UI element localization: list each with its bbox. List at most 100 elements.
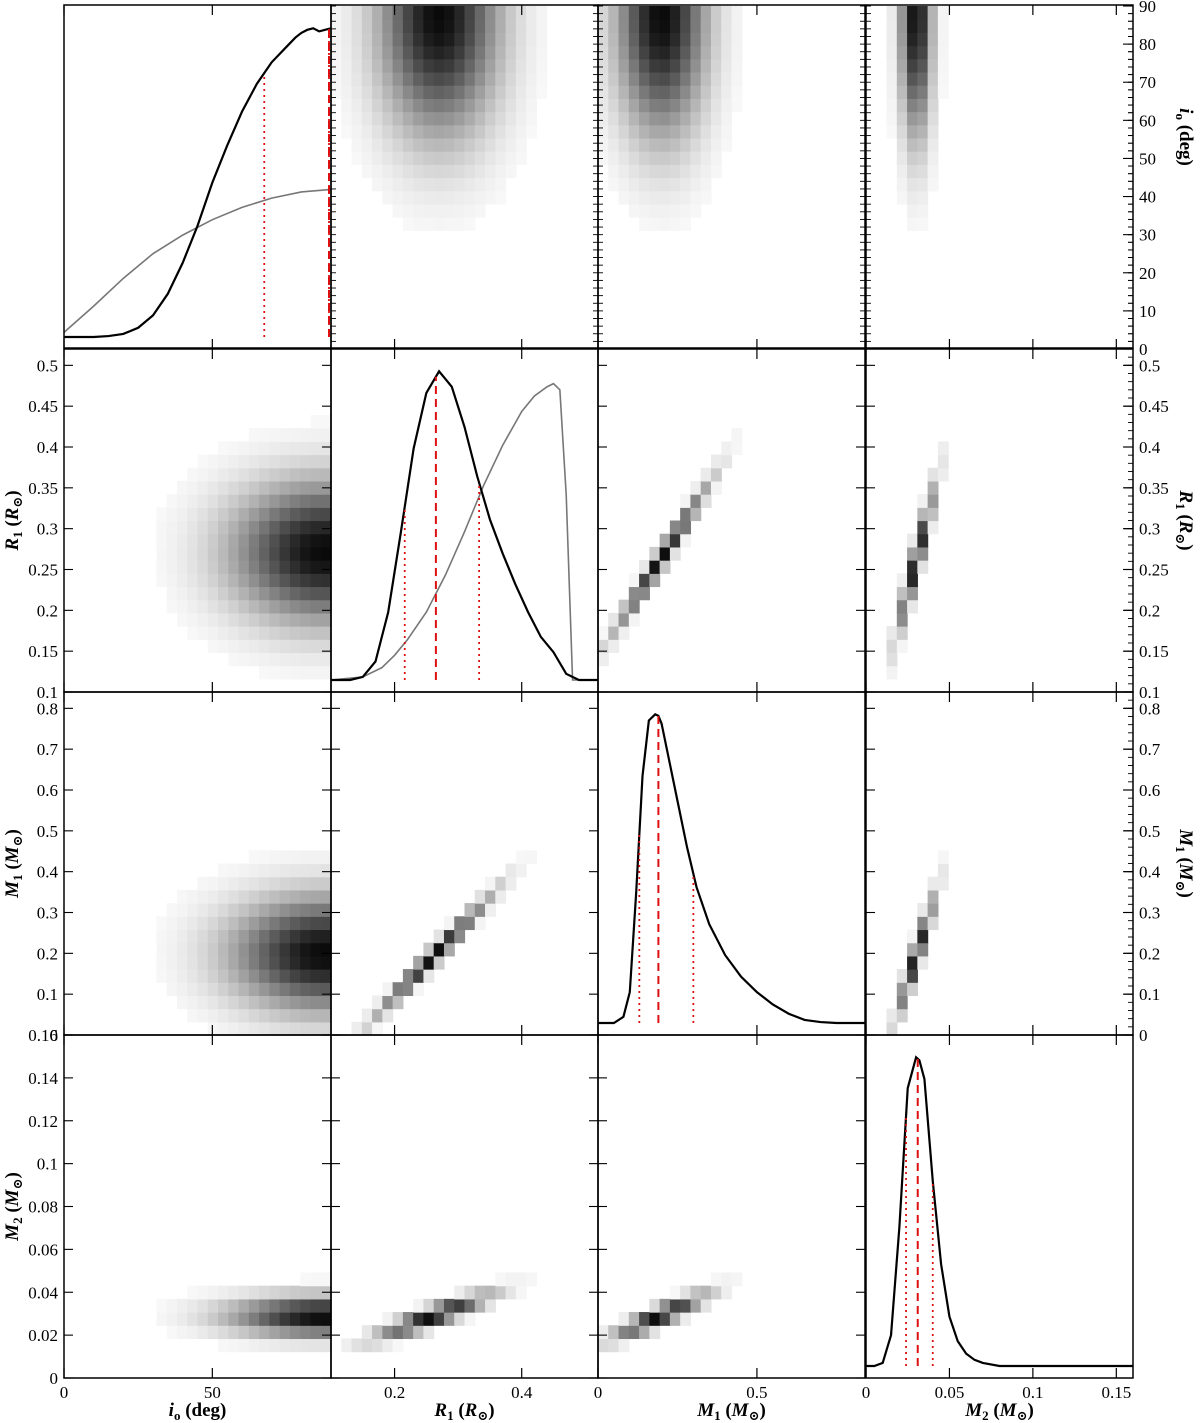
density-cell <box>238 995 250 1010</box>
density-cell <box>259 560 270 574</box>
density-cell <box>289 903 301 917</box>
density-cell <box>310 995 322 1010</box>
density-cell <box>279 876 291 891</box>
density-cell <box>238 507 250 522</box>
density-cell <box>300 533 312 548</box>
density-cell <box>300 652 312 667</box>
density-cell <box>680 1298 692 1313</box>
density-cell <box>382 137 394 152</box>
density-cell <box>515 32 527 47</box>
density-cell <box>372 98 383 113</box>
density-cell <box>166 916 178 931</box>
density-cell <box>218 1021 229 1036</box>
density-cell <box>536 19 548 33</box>
density-cell <box>248 626 260 640</box>
density-cell <box>927 507 939 522</box>
density-cell <box>536 58 548 73</box>
density-cell <box>433 137 445 152</box>
density-cell <box>505 45 517 60</box>
density-cell <box>248 955 260 970</box>
density-cell <box>310 533 322 548</box>
density-cell <box>669 85 681 99</box>
density-cell <box>238 612 250 627</box>
density-cell <box>907 599 918 614</box>
density-cell <box>218 639 229 654</box>
density-cell <box>927 111 939 126</box>
density-cell <box>464 58 476 73</box>
density-cell <box>454 164 466 179</box>
density-cell <box>248 494 260 508</box>
density-cell <box>505 19 517 33</box>
density-cell <box>669 6 681 20</box>
density-cell <box>269 1298 281 1313</box>
density-cell <box>485 177 496 192</box>
density-cell <box>166 1325 178 1340</box>
density-cell <box>248 560 260 574</box>
density-cell <box>228 441 240 456</box>
density-cell <box>474 1285 486 1300</box>
density-cell <box>228 876 240 891</box>
density-cell <box>433 955 445 970</box>
density-cell <box>248 586 260 601</box>
density-cell <box>907 151 918 165</box>
density-cell <box>423 137 435 152</box>
density-cell <box>259 889 270 904</box>
density-cell <box>372 124 383 139</box>
density-cell <box>228 573 240 588</box>
density-cell <box>279 929 291 944</box>
density-cell <box>289 863 301 878</box>
density-cell <box>402 58 414 73</box>
density-cell <box>259 876 270 891</box>
density-cell <box>690 151 702 165</box>
density-cell <box>896 45 908 60</box>
density-cell <box>608 137 620 152</box>
density-cell <box>402 203 414 218</box>
density-cell <box>649 1312 661 1326</box>
density-panel-R1-vs-M1 <box>598 428 743 667</box>
marginal-panel-M1 <box>598 712 865 1025</box>
y-tick-label: 0 <box>50 1369 59 1388</box>
density-cell <box>700 111 712 126</box>
density-cell <box>937 467 949 482</box>
density-cell <box>300 850 312 865</box>
density-cell <box>300 1272 312 1287</box>
density-cell <box>269 560 281 574</box>
density-cell <box>218 969 229 983</box>
density-cell <box>639 573 650 588</box>
density-cell <box>300 454 312 469</box>
density-cell <box>300 903 312 917</box>
density-cell <box>618 137 630 152</box>
density-cell <box>917 520 929 535</box>
density-cell <box>238 1298 250 1313</box>
density-cell <box>710 111 722 126</box>
density-cell <box>207 929 219 944</box>
density-cell <box>248 863 260 878</box>
density-cell <box>618 98 630 113</box>
density-cell <box>659 1312 671 1326</box>
density-cell <box>659 124 671 139</box>
density-cell <box>320 652 332 667</box>
density-cell <box>917 942 929 957</box>
density-cell <box>320 1021 332 1036</box>
density-cell <box>464 124 476 139</box>
right-tick-label: 50 <box>1139 149 1156 168</box>
right-tick-label: 0.25 <box>1139 561 1169 580</box>
density-cell <box>228 942 240 957</box>
density-cell <box>454 32 466 47</box>
density-panel-io-vs-M2 <box>886 6 949 231</box>
density-cell <box>608 85 620 99</box>
density-cell <box>176 480 188 495</box>
density-cell <box>649 6 661 20</box>
density-cell <box>690 58 702 73</box>
density-cell <box>269 586 281 601</box>
density-cell <box>392 203 404 218</box>
density-cell <box>269 480 281 495</box>
density-cell <box>197 889 209 904</box>
density-cell <box>187 612 199 627</box>
density-cell <box>310 1338 322 1353</box>
density-cell <box>669 190 681 205</box>
y-axis-title-R1: R1 (R⊙) <box>2 490 25 551</box>
density-cell <box>351 98 363 113</box>
density-cell <box>320 546 332 561</box>
density-cell <box>269 850 281 865</box>
